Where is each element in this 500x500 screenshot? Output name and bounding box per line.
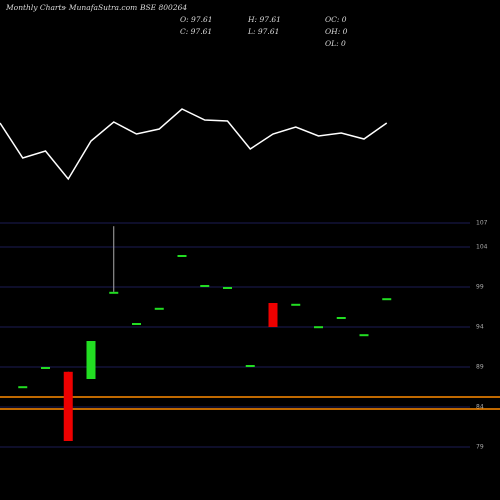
candle-body: [223, 287, 232, 289]
candle-body: [268, 303, 278, 327]
chart-title: Monthly Charts: [5, 3, 66, 12]
info: C: 97.61: [180, 27, 212, 36]
y-tick-label: 104: [476, 244, 488, 251]
y-tick-label: 79: [476, 444, 484, 451]
candle-body: [200, 285, 210, 287]
candle-body: [109, 291, 119, 294]
info: H: 97.61: [247, 15, 281, 24]
source: - MunafaSutra.com: [64, 3, 137, 12]
indicator-line: [0, 108, 388, 181]
candle-body: [245, 365, 255, 367]
candle-body: [41, 367, 50, 369]
candle-body: [86, 341, 96, 379]
y-tick-label: 84: [476, 404, 484, 411]
candle-body: [382, 298, 392, 301]
candle-body: [63, 371, 73, 441]
y-tick-label: 89: [476, 364, 484, 371]
y-tick-label: 94: [476, 324, 484, 331]
candle-body: [359, 334, 369, 337]
info: L: 97.61: [247, 27, 279, 36]
y-tick-label: 107: [476, 220, 488, 227]
candle-body: [291, 303, 301, 306]
candle-body: [132, 323, 141, 325]
info: OH: 0: [325, 27, 348, 36]
candle-body: [314, 326, 323, 329]
symbol: BSE 800264: [139, 3, 187, 12]
info: O: 97.61: [180, 15, 213, 24]
y-tick-label: 99: [476, 284, 484, 291]
candle-body: [177, 255, 187, 257]
candle-body: [336, 317, 346, 319]
candle-body: [18, 386, 28, 389]
candle-body: [154, 307, 164, 310]
info: OL: 0: [325, 39, 346, 48]
info: OC: 0: [325, 15, 347, 24]
